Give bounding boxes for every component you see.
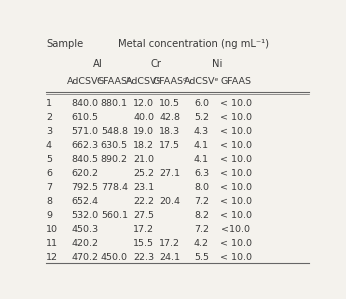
Text: 11: 11 xyxy=(46,239,58,248)
Text: Ni: Ni xyxy=(212,59,222,69)
Text: 19.0: 19.0 xyxy=(133,127,154,136)
Text: GFAAS: GFAAS xyxy=(220,77,251,86)
Text: < 10.0: < 10.0 xyxy=(220,141,252,150)
Text: 532.0: 532.0 xyxy=(71,211,98,220)
Text: 18.2: 18.2 xyxy=(133,141,154,150)
Text: 560.1: 560.1 xyxy=(101,211,128,220)
Text: 42.8: 42.8 xyxy=(159,113,180,122)
Text: 4.2: 4.2 xyxy=(194,239,209,248)
Text: 4: 4 xyxy=(46,141,52,150)
Text: 25.2: 25.2 xyxy=(133,169,154,178)
Text: 9: 9 xyxy=(46,211,52,220)
Text: 8: 8 xyxy=(46,197,52,206)
Text: 17.5: 17.5 xyxy=(159,141,180,150)
Text: 6.0: 6.0 xyxy=(194,99,209,108)
Text: 792.5: 792.5 xyxy=(71,183,98,192)
Text: 4.1: 4.1 xyxy=(194,141,209,150)
Text: < 10.0: < 10.0 xyxy=(220,197,252,206)
Text: 630.5: 630.5 xyxy=(101,141,128,150)
Text: 5.2: 5.2 xyxy=(194,113,209,122)
Text: 7.2: 7.2 xyxy=(194,197,209,206)
Text: 8.0: 8.0 xyxy=(194,183,209,192)
Text: < 10.0: < 10.0 xyxy=(220,99,252,108)
Text: < 10.0: < 10.0 xyxy=(220,169,252,178)
Text: 24.1: 24.1 xyxy=(159,253,180,262)
Text: < 10.0: < 10.0 xyxy=(220,113,252,122)
Text: 7: 7 xyxy=(46,183,52,192)
Text: 470.2: 470.2 xyxy=(71,253,98,262)
Text: 18.3: 18.3 xyxy=(159,127,180,136)
Text: 12: 12 xyxy=(46,253,58,262)
Text: 22.2: 22.2 xyxy=(133,197,154,206)
Text: AdCSVᵃ: AdCSVᵃ xyxy=(67,77,102,86)
Text: < 10.0: < 10.0 xyxy=(220,155,252,164)
Text: Al: Al xyxy=(93,59,103,69)
Text: 22.3: 22.3 xyxy=(133,253,154,262)
Text: 27.5: 27.5 xyxy=(133,211,154,220)
Text: < 10.0: < 10.0 xyxy=(220,253,252,262)
Text: AdCSVᵉ: AdCSVᵉ xyxy=(184,77,219,86)
Text: < 10.0: < 10.0 xyxy=(220,239,252,248)
Text: 652.4: 652.4 xyxy=(71,197,98,206)
Text: 10: 10 xyxy=(46,225,58,234)
Text: 2: 2 xyxy=(46,113,52,122)
Text: 890.2: 890.2 xyxy=(101,155,128,164)
Text: < 10.0: < 10.0 xyxy=(220,183,252,192)
Text: 6: 6 xyxy=(46,169,52,178)
Text: 17.2: 17.2 xyxy=(133,225,154,234)
Text: 5.5: 5.5 xyxy=(194,253,209,262)
Text: 880.1: 880.1 xyxy=(101,99,128,108)
Text: 21.0: 21.0 xyxy=(133,155,154,164)
Text: 17.2: 17.2 xyxy=(159,239,180,248)
Text: 450.3: 450.3 xyxy=(71,225,98,234)
Text: 840.5: 840.5 xyxy=(71,155,98,164)
Text: AdCSVᶜ: AdCSVᶜ xyxy=(126,77,161,86)
Text: 12.0: 12.0 xyxy=(133,99,154,108)
Text: 27.1: 27.1 xyxy=(159,169,180,178)
Text: 548.8: 548.8 xyxy=(101,127,128,136)
Text: Metal concentration (ng mL⁻¹): Metal concentration (ng mL⁻¹) xyxy=(118,39,269,49)
Text: 4.1: 4.1 xyxy=(194,155,209,164)
Text: 6.3: 6.3 xyxy=(194,169,209,178)
Text: 20.4: 20.4 xyxy=(159,197,180,206)
Text: 662.3: 662.3 xyxy=(71,141,98,150)
Text: < 10.0: < 10.0 xyxy=(220,127,252,136)
Text: GFAASᵈ: GFAASᵈ xyxy=(152,77,187,86)
Text: 620.2: 620.2 xyxy=(71,169,98,178)
Text: 5: 5 xyxy=(46,155,52,164)
Text: Cr: Cr xyxy=(151,59,161,69)
Text: 420.2: 420.2 xyxy=(71,239,98,248)
Text: 40.0: 40.0 xyxy=(133,113,154,122)
Text: 610.5: 610.5 xyxy=(71,113,98,122)
Text: Sample: Sample xyxy=(46,39,83,49)
Text: 8.2: 8.2 xyxy=(194,211,209,220)
Text: 840.0: 840.0 xyxy=(71,99,98,108)
Text: 3: 3 xyxy=(46,127,52,136)
Text: 15.5: 15.5 xyxy=(133,239,154,248)
Text: 450.0: 450.0 xyxy=(101,253,128,262)
Text: 4.3: 4.3 xyxy=(194,127,209,136)
Text: 23.1: 23.1 xyxy=(133,183,154,192)
Text: 10.5: 10.5 xyxy=(159,99,180,108)
Text: 7.2: 7.2 xyxy=(194,225,209,234)
Text: GFAASᵇ: GFAASᵇ xyxy=(97,77,132,86)
Text: 778.4: 778.4 xyxy=(101,183,128,192)
Text: < 10.0: < 10.0 xyxy=(220,211,252,220)
Text: <10.0: <10.0 xyxy=(221,225,250,234)
Text: 571.0: 571.0 xyxy=(71,127,98,136)
Text: 1: 1 xyxy=(46,99,52,108)
